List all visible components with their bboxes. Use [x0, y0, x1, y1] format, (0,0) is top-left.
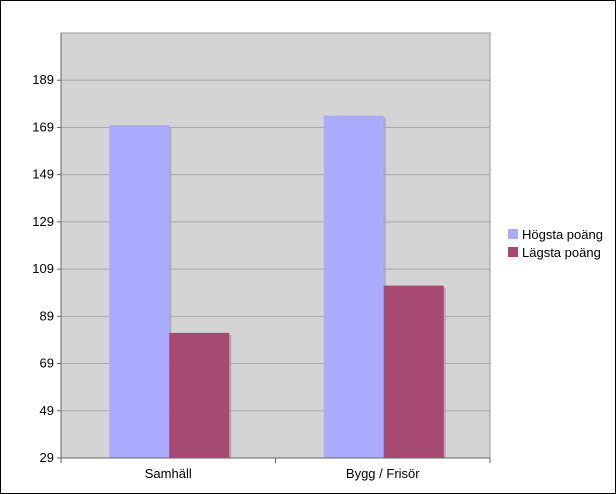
- x-tick-label: Samhäll: [145, 466, 192, 481]
- y-tick-label: 189: [32, 72, 54, 87]
- y-tick-label: 169: [32, 119, 54, 134]
- y-tick-label: 109: [32, 261, 54, 276]
- y-tick-label: 149: [32, 167, 54, 182]
- x-tick-label: Bygg / Frisör: [346, 466, 420, 481]
- legend-swatch: [508, 247, 518, 257]
- bar: [323, 115, 384, 458]
- legend: Högsta poäng Lägsta poäng: [508, 227, 603, 260]
- legend-label: Högsta poäng: [522, 227, 603, 242]
- y-tick-label: 89: [40, 308, 54, 323]
- legend-swatch: [508, 229, 518, 239]
- bar: [109, 125, 170, 458]
- bar: [169, 332, 230, 458]
- y-tick-label: 129: [32, 214, 54, 229]
- legend-label: Lägsta poäng: [522, 245, 601, 260]
- y-tick-label: 69: [40, 356, 54, 371]
- plot-area: 29 49 69 89 109 129 149 169 189 Samhäll Bygg / Fri…: [32, 32, 491, 481]
- bar: [383, 285, 444, 458]
- y-tick-label: 29: [40, 450, 54, 465]
- y-tick-label: 49: [40, 403, 54, 418]
